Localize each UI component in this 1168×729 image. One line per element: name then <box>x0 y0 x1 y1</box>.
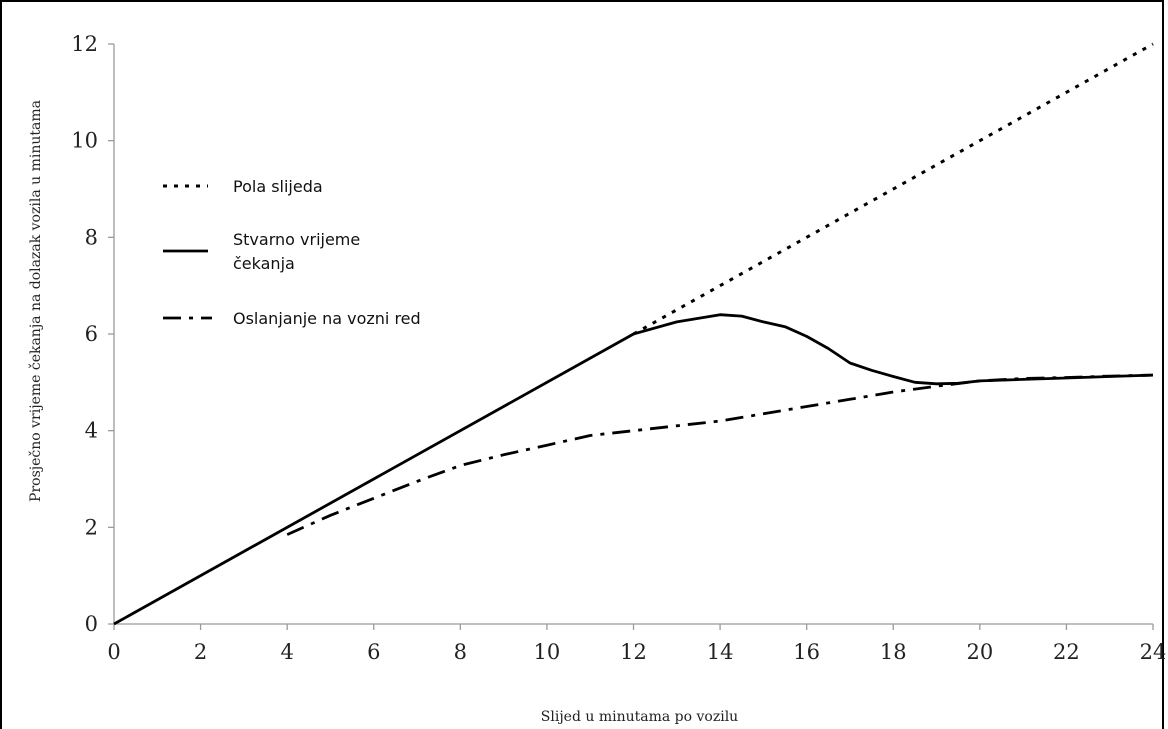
y-axis-title: Prosječno vrijeme čekanja na dolazak voz… <box>28 100 44 502</box>
legend: Pola slijeda Stvarno vrijeme čekanja Oslanj… <box>163 177 421 328</box>
x-tick-label: 12 <box>620 640 647 664</box>
x-tick-label: 18 <box>880 640 907 664</box>
x-tick-label: 2 <box>194 640 207 664</box>
legend-label-3: Oslanjanje na vozni red <box>233 309 421 328</box>
y-tick-label: 10 <box>71 129 98 153</box>
series-line-1 <box>632 42 1154 336</box>
y-tick-label: 8 <box>85 225 98 249</box>
legend-label-1: Pola slijeda <box>233 177 323 196</box>
x-tick-label: 4 <box>280 640 293 664</box>
x-tick-label: 22 <box>1053 640 1080 664</box>
x-tick-label: 6 <box>367 640 380 664</box>
y-tick-label: 6 <box>85 322 98 346</box>
series-line-2 <box>113 313 1154 626</box>
x-tick-label: 0 <box>107 640 120 664</box>
x-tick-label: 8 <box>454 640 467 664</box>
y-tick-label: 4 <box>85 419 98 443</box>
x-axis-title: Slijed u minutama po vozilu <box>541 709 738 725</box>
y-tick-label: 0 <box>85 612 98 636</box>
y-tick-label: 12 <box>71 32 98 56</box>
legend-label-2: Stvarno vrijeme <box>233 230 360 249</box>
legend-label-2: čekanja <box>233 254 295 273</box>
x-tick-label: 20 <box>966 640 993 664</box>
series-layer <box>113 42 1154 626</box>
y-tick-label: 2 <box>85 515 98 539</box>
x-tick-label: 10 <box>534 640 561 664</box>
x-tick-label: 16 <box>793 640 820 664</box>
x-tick-label: 24 <box>1140 640 1167 664</box>
x-tick-label: 14 <box>707 640 734 664</box>
series-line-3 <box>286 373 1154 536</box>
